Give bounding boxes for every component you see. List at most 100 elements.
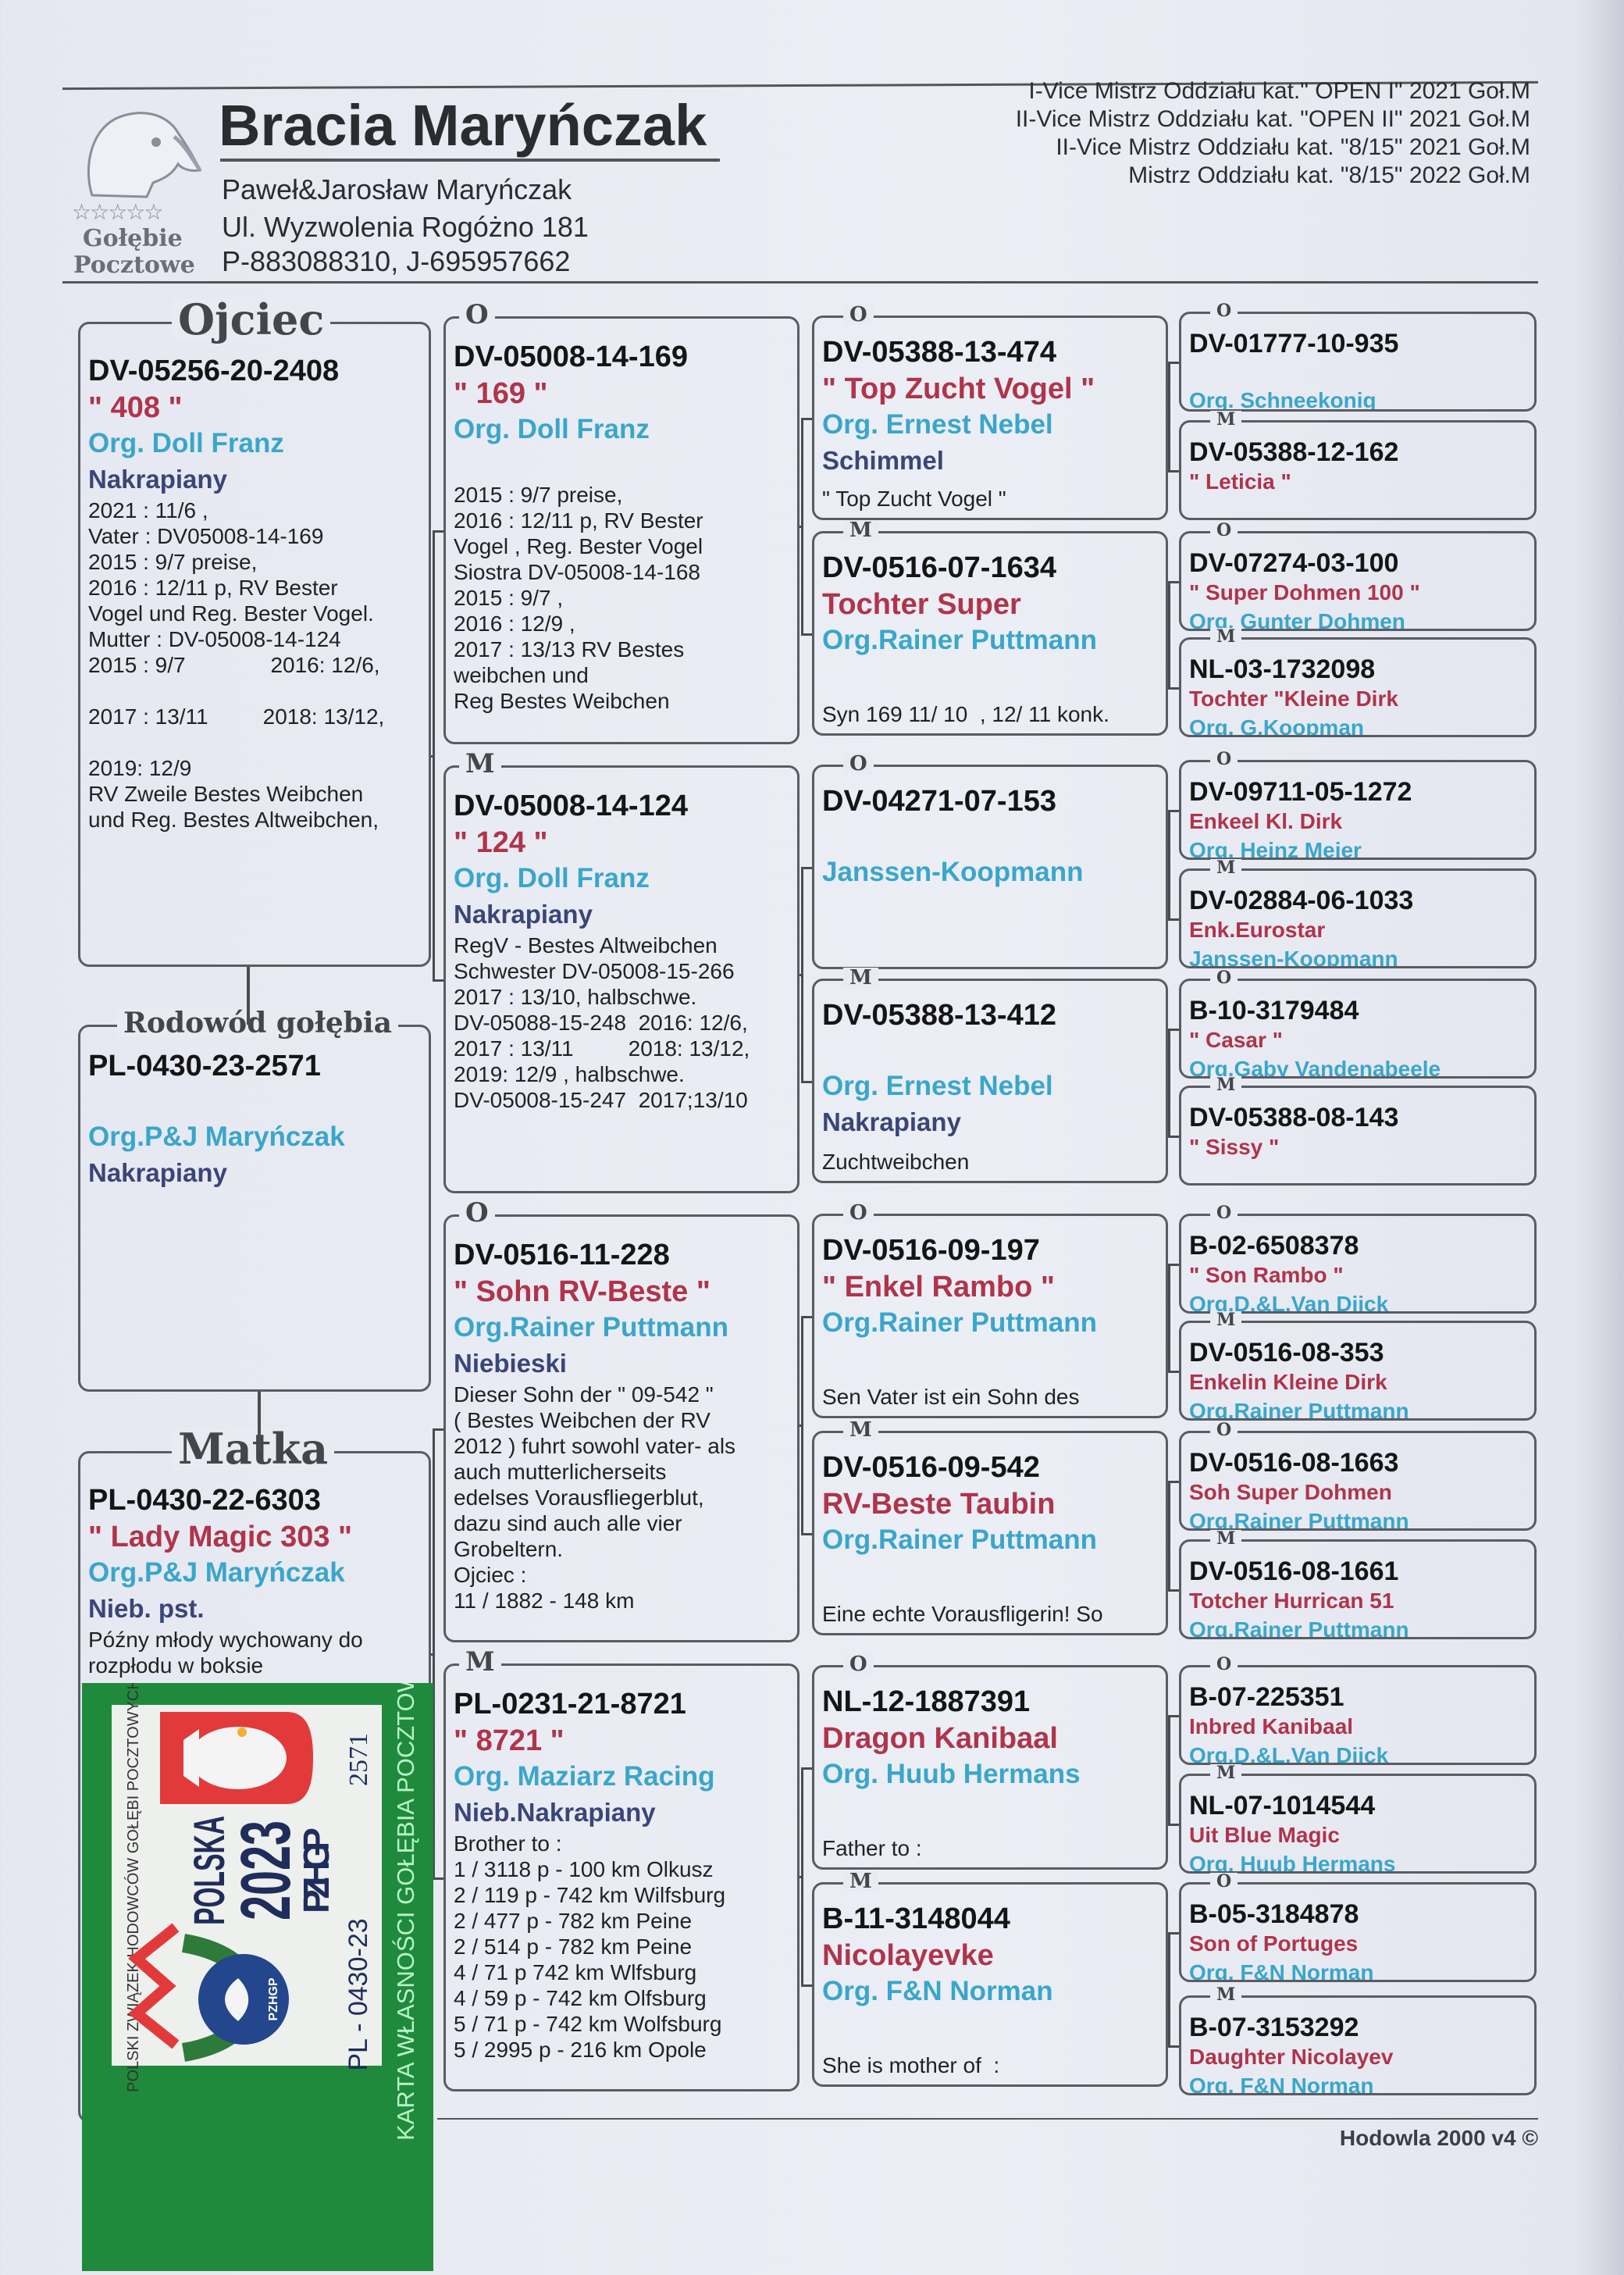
breeder-origin: Org.D.&L.Van Dijck [1189,1743,1389,1765]
card-frame: B-07-3153292 Daughter Nicolayev Org. F&N N… [1179,1995,1537,2095]
pedigree-card: PL-0430-23-2571 Org.P&J Maryńczak Nakrapia… [78,1009,431,1392]
pedigree-card: B-02-6508378 " Son Rambo " Org.D.&L.Van Di… [1179,1203,1537,1314]
ring-number: PL-0430-23-2571 [88,1049,321,1082]
plumage-color: Nieb. pst. [88,1593,205,1623]
connector-line [1168,918,1179,921]
card-frame: DV-05388-13-474 " Top Zucht Vogel " Org. E… [812,316,1168,520]
card-legend: M [1210,627,1242,645]
pigeon-name: " Top Zucht Vogel " [822,373,1095,406]
breeder-origin: Org. Doll Franz [454,413,650,444]
note-line: RegV - Bestes Altweibchen [454,932,718,957]
card-legend: O [843,1202,874,1223]
connector-line [431,1653,433,1656]
card-org: PZHGP [296,1827,337,1913]
breeder-origin: Org. F&N Norman [822,1976,1053,2007]
breeder-origin: Org. G.Koopman [1189,715,1364,737]
logo-text-line1: Gołębie [83,225,183,252]
card-legend: Rodowód gołębia [117,1009,398,1038]
notes: Dieser Sohn der " 09-542 "( Bestes Weibc… [454,1382,789,1614]
pedigree-card: DV-0516-09-197 " Enkel Rambo " Org.Rainer … [812,1202,1168,1418]
pedigree-card: DV-05008-14-169 " 169 " Org. Doll Franz 201… [443,301,800,744]
connector-line [1168,1264,1179,1266]
plumage-color: Nakrapiany [88,1157,227,1187]
pigeon-name: Tochter Super [822,588,1021,622]
card-frame: DV-05388-08-143 " Sissy " [1179,1086,1537,1186]
card-frame: NL-03-1732098 Tochter "Kleine Dirk Org. G.… [1179,637,1537,737]
connector-line [433,530,443,533]
pigeon-name: Enk.Eurostar [1189,918,1326,943]
card-legend: M [1210,1310,1242,1328]
connector-line [1168,864,1169,867]
card-frame: DV-05388-13-412 Org. Ernest Nebel Nakrapia… [812,979,1168,1183]
card-frame: DV-05008-14-169 " 169 " Org. Doll Franz 201… [443,316,800,744]
pedigree-card: DV-05388-08-143 " Sissy " M [1179,1075,1537,1186]
pedigree-card: DV-09711-05-1272 Enkeel Kl. Dirk Org. Hein… [1179,750,1537,860]
note-line: Dieser Sohn der " 09-542 " [454,1382,714,1407]
card-frame: DV-05388-12-162 " Leticia " [1179,420,1537,520]
ring-number: B-07-225351 [1189,1682,1344,1713]
note-line: Siostra DV-05008-14-168 [454,559,700,584]
connector-line [433,1428,435,1880]
note-line: 5 / 2995 p - 216 km Opole [454,2037,707,2062]
breeder-title: Bracia Maryńczak [219,93,707,158]
header-bottom-rule [62,281,1538,283]
polish-eagle-emblem [160,1712,313,1804]
note-line: 2019: 12/9 [88,755,192,780]
connector-line [801,633,812,636]
pedigree-card: NL-07-1014544 Uit Blue Magic Org. Huub Her… [1179,1763,1537,1874]
note-line: 2016 : 12/11 p, RV Bester [454,508,703,533]
pigeon-name: Son of Portuges [1189,1931,1359,1956]
card-legend: O [1210,1872,1238,1890]
footer-rule [437,2118,1538,2120]
note-line: DV-05008-15-247 2017;13/10 [454,1087,748,1112]
note-line: 2015 : 9/7 2016: 12/6, [88,652,380,677]
connector-line [801,1767,812,1770]
note-line: Syn 169 11/ 10 , 12/ 11 konk. [822,702,1109,726]
note-line: 2017 : 13/13 RV Bestes [454,637,685,661]
note-line [88,678,421,704]
connector-line [1168,470,1179,472]
card-legend: M [459,751,501,778]
card-legend: O [1210,968,1238,986]
card-frame: NL-07-1014544 Uit Blue Magic Org. Huub Her… [1179,1774,1537,1874]
pigeon-name: " 8721 " [454,1724,564,1757]
plumage-color: Nakrapiany [454,899,593,929]
connector-line [1168,1932,1179,1934]
pigeon-name: " Leticia " [1189,469,1291,494]
card-legend: M [1210,858,1242,876]
ring-number: DV-04271-07-153 [822,785,1056,818]
card-frame: DV-0516-08-353 Enkelin Kleine Dirk Org.Rai… [1179,1321,1537,1421]
note-line: 2 / 119 p - 742 km Wilfsburg [454,1882,726,1907]
breeder-origin: Org.Rainer Puttmann [1189,1509,1409,1531]
breeder-origin: Org.Rainer Puttmann [822,1524,1097,1556]
pigeon-name: Tochter "Kleine Dirk [1189,686,1398,711]
card-frame: DV-0516-08-1663 Soh Super Dohmen Org.Raine… [1179,1431,1537,1531]
breeder-origin: Org.P&J Maryńczak [88,1556,345,1588]
pigeon-name: Dragon Kanibaal [822,1722,1058,1756]
pedigree-card: DV-05388-13-474 " Top Zucht Vogel " Org. E… [812,304,1168,520]
connector-line [1168,1715,1170,1826]
address: Ul. Wyzwolenia Rogóżno 181 [222,211,589,243]
achievement: II-Vice Mistrz Oddziału kat. "OPEN II" 2… [1015,106,1530,132]
connector-line [801,1767,803,1987]
card-year: 2023 [227,1820,305,1920]
ring-number: DV-05388-13-474 [822,336,1056,369]
connector-line [431,754,433,758]
card-frame: PL-0430-23-2571 Org.P&J Maryńczak Nakrapia… [78,1025,431,1392]
ring-number: B-07-3153292 [1189,2013,1359,2043]
card-ring-prefix: PL - 0430-23 [344,1918,373,2070]
card-legend: M [843,967,878,988]
note-line: auch mutterlicherseits [454,1459,667,1484]
card-frame: DV-02884-06-1033 Enk.Eurostar Janssen-Koop… [1179,868,1537,968]
card-frame: DV-07274-03-100 " Super Dohmen 100 " Org. … [1179,531,1537,631]
pigeon-name: Enkelin Kleine Dirk [1189,1370,1387,1395]
connector-line [1168,1481,1179,1483]
ring-number: DV-05388-13-412 [822,999,1056,1032]
note-line: 2015 : 9/7 , [454,585,564,610]
card-legend: O [843,304,874,325]
note-line: 5 / 71 p - 742 km Wolfsburg [454,2011,722,2036]
breeder-origin: Org. Ernest Nebel [822,1071,1053,1102]
card-frame: DV-0516-11-228 " Sohn RV-Beste " Org.Raine… [443,1214,800,1642]
card-legend: M [1210,410,1242,428]
pedigree-card: DV-05008-14-124 " 124 " Org. Doll Franz Nak… [443,751,800,1193]
